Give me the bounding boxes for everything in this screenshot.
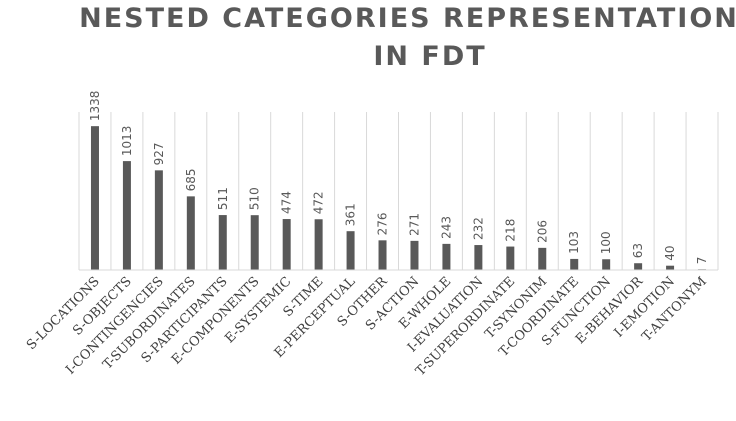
data-label: 1013 [120,126,134,157]
chart-title-line-1: NESTED CATEGORIES REPRESENTATION [79,3,736,34]
bar-e-whole [442,243,451,270]
data-label: 511 [216,187,230,210]
data-label: 206 [535,220,549,243]
data-label: 7 [695,257,709,265]
bar-e-perceptual [346,231,355,270]
data-label: 474 [280,191,294,214]
bar-s-participants [218,215,227,270]
data-label: 472 [312,191,326,214]
gridlines [78,112,719,270]
bar-s-action [410,240,419,270]
data-label: 243 [439,216,453,239]
data-label: 271 [407,213,421,236]
bar-t-superordinate [506,246,515,270]
bar-s-other [378,240,387,270]
bar-s-objects [122,161,131,270]
data-label: 40 [663,245,677,260]
bar-t-subordinates [186,196,195,270]
bar-i-contingencies [154,170,163,270]
data-label: 63 [631,243,645,258]
bar-e-components [250,215,259,270]
bars [90,126,707,271]
bar-e-behavior [634,263,643,270]
data-label: 361 [344,203,358,226]
data-label: 103 [567,231,581,254]
data-label: 276 [376,212,390,235]
bar-t-synonim [538,247,547,270]
bar-i-emotion [666,265,675,270]
bar-s-time [314,219,323,270]
data-label: 685 [184,168,198,191]
data-label: 100 [599,231,613,254]
bar-s-locations [90,126,99,270]
data-label: 927 [152,142,166,165]
data-label: 1338 [88,91,102,122]
data-label: 232 [471,217,485,240]
bar-e-systemic [282,219,291,270]
data-label: 218 [503,219,517,242]
data-labels: 1338 1013 927 685 511 510 474 472 361 276 271 243 23… [88,91,709,265]
chart-title-line-2: IN FDT [373,41,486,72]
bar-i-evaluation [474,245,483,270]
category-labels: S-LOCATIONSS-OBJECTSI-CONTINGENCIEST-SUB… [24,273,710,379]
bar-t-coordinate [570,258,579,270]
data-label: 510 [248,187,262,210]
bar-s-function [602,259,611,270]
